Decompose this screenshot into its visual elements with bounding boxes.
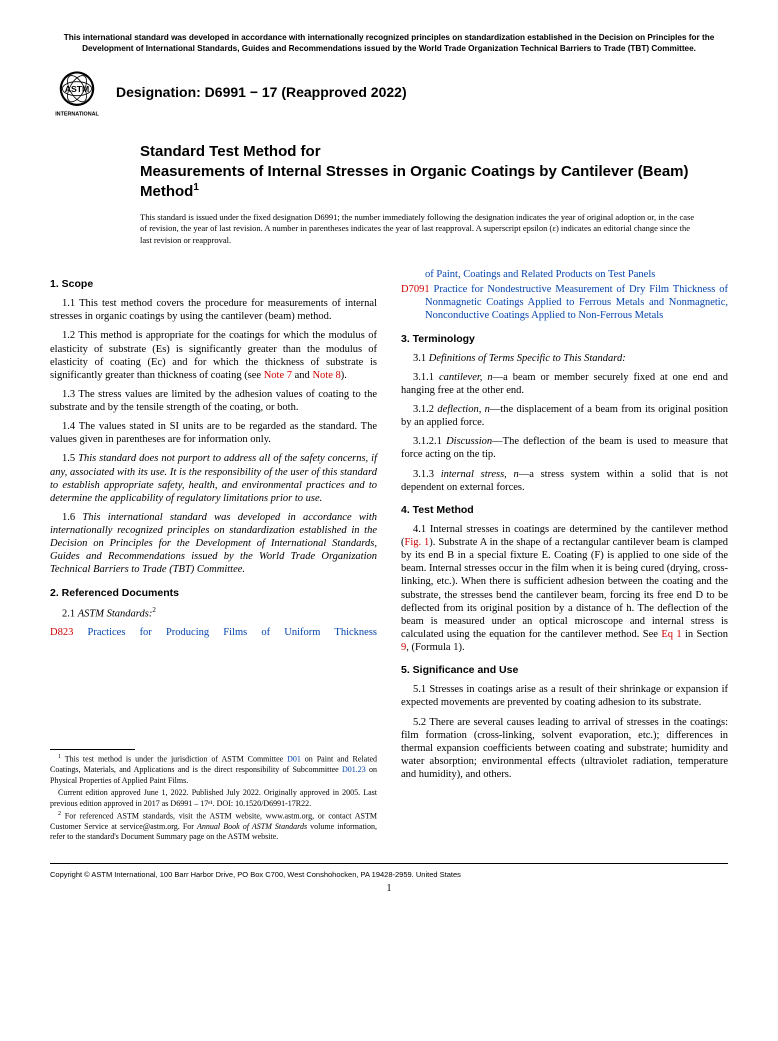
footnote-2: 2 For referenced ASTM standards, visit t… xyxy=(50,811,377,843)
method-heading: 4. Test Method xyxy=(401,504,728,517)
page-rule xyxy=(50,863,728,864)
para-1-3: 1.3 The stress values are limited by the… xyxy=(50,388,377,414)
footnote-1: 1 This test method is under the jurisdic… xyxy=(50,754,377,786)
para-1-6: 1.6 This international standard was deve… xyxy=(50,511,377,577)
para-3-1-2-1: 3.1.2.1 Discussion—The deflection of the… xyxy=(401,435,728,461)
right-column: of Paint, Coatings and Related Products … xyxy=(401,268,728,845)
svg-text:ASTM: ASTM xyxy=(65,84,89,94)
designation: Designation: D6991 − 17 (Reapproved 2022… xyxy=(116,84,407,102)
title-block: Standard Test Method for Measurements of… xyxy=(140,142,728,202)
title-upper: Standard Test Method for xyxy=(140,142,728,162)
page-number: 1 xyxy=(50,883,728,896)
copyright: Copyright © ASTM International, 100 Barr… xyxy=(50,870,728,879)
para-4-1: 4.1 Internal stresses in coatings are de… xyxy=(401,523,728,654)
footnote-rule xyxy=(50,749,135,750)
para-3-1: 3.1 Definitions of Terms Specific to Thi… xyxy=(401,352,728,365)
para-1-2: 1.2 This method is appropriate for the c… xyxy=(50,329,377,382)
note7-link[interactable]: Note 7 xyxy=(264,370,292,381)
issue-note: This standard is issued under the fixed … xyxy=(140,212,698,246)
para-2-1: 2.1 ASTM Standards:2 xyxy=(50,606,377,621)
footnote-1b: Current edition approved June 1, 2022. P… xyxy=(50,788,377,809)
note8-link[interactable]: Note 8 xyxy=(312,370,340,381)
d0123-link[interactable]: D01.23 xyxy=(342,765,366,774)
d823-link[interactable]: D823 xyxy=(50,627,73,638)
d01-link[interactable]: D01 xyxy=(287,755,301,764)
svg-text:INTERNATIONAL: INTERNATIONAL xyxy=(55,112,99,118)
left-column: 1. Scope 1.1 This test method covers the… xyxy=(50,268,377,845)
top-notice: This international standard was develope… xyxy=(50,32,728,54)
d7091-link[interactable]: D7091 xyxy=(401,284,430,295)
para-1-5: 1.5 1.5 This standard does not purport t… xyxy=(50,452,377,505)
refs-heading: 2. Referenced Documents xyxy=(50,587,377,600)
para-3-1-3: 3.1.3 internal stress, n—a stress system… xyxy=(401,468,728,494)
eq1-link[interactable]: Eq 1 xyxy=(661,629,681,640)
body-columns: 1. Scope 1.1 This test method covers the… xyxy=(50,268,728,845)
ref-d823-cont: of Paint, Coatings and Related Products … xyxy=(401,268,728,281)
ref-d823: D823 Practices for Producing Films of Un… xyxy=(50,626,377,639)
scope-heading: 1. Scope xyxy=(50,278,377,291)
title-main: Measurements of Internal Stresses in Org… xyxy=(140,162,728,202)
significance-heading: 5. Significance and Use xyxy=(401,664,728,677)
para-3-1-2: 3.1.2 deflection, n—the displacement of … xyxy=(401,403,728,429)
para-1-4: 1.4 The values stated in SI units are to… xyxy=(50,420,377,446)
header: ASTM INTERNATIONAL Designation: D6991 − … xyxy=(50,66,728,120)
para-5-2: 5.2 There are several causes leading to … xyxy=(401,716,728,782)
para-5-1: 5.1 Stresses in coatings arise as a resu… xyxy=(401,683,728,709)
ref-d7091: D7091 Practice for Nondestructive Measur… xyxy=(401,283,728,322)
para-3-1-1: 3.1.1 cantilever, n—a beam or member sec… xyxy=(401,371,728,397)
astm-logo: ASTM INTERNATIONAL xyxy=(50,66,104,120)
terminology-heading: 3. Terminology xyxy=(401,333,728,346)
para-1-1: 1.1 This test method covers the procedur… xyxy=(50,297,377,323)
fig1-link[interactable]: Fig. 1 xyxy=(405,537,430,548)
